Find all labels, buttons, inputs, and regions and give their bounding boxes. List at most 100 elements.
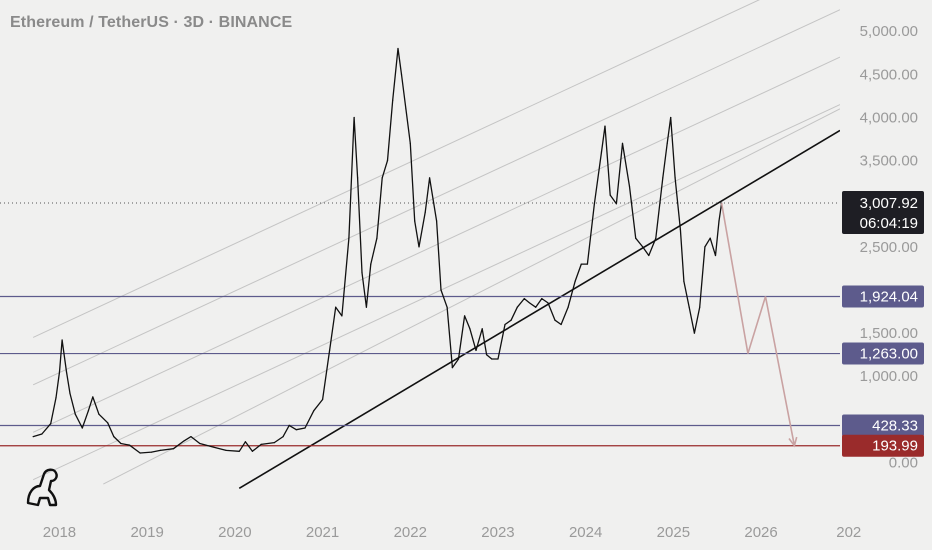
price-point bbox=[357, 177, 359, 179]
price-point bbox=[288, 424, 290, 426]
price-point bbox=[481, 328, 483, 330]
price-point bbox=[190, 436, 192, 438]
y-tick-label: 2,500.00 bbox=[860, 239, 918, 256]
price-point bbox=[282, 436, 284, 438]
level-badge-2 bbox=[842, 414, 924, 437]
price-point bbox=[159, 449, 161, 452]
price-point bbox=[615, 203, 617, 205]
price-point bbox=[580, 263, 582, 265]
price-point bbox=[212, 446, 214, 448]
price-point bbox=[541, 298, 543, 300]
price-point bbox=[674, 177, 676, 179]
price-point bbox=[547, 302, 549, 304]
price-point bbox=[98, 413, 100, 415]
price-point bbox=[523, 298, 525, 300]
price-point bbox=[41, 433, 43, 435]
price-point bbox=[129, 444, 131, 446]
price-point bbox=[635, 237, 637, 239]
level-label-0: 1,924.04 bbox=[860, 289, 918, 306]
level-badge-0 bbox=[842, 285, 924, 308]
price-point bbox=[81, 427, 83, 429]
price-point bbox=[440, 289, 442, 291]
x-tick-label: 2024 bbox=[569, 524, 602, 541]
y-tick-label: 5,000.00 bbox=[860, 23, 918, 40]
main-trendline bbox=[238, 129, 840, 490]
chart-title: Ethereum / TetherUS · 3D · BINANCE bbox=[10, 14, 293, 31]
x-tick-label: 2023 bbox=[481, 524, 514, 541]
price-point bbox=[709, 237, 711, 239]
price-point bbox=[600, 151, 603, 153]
level-label-1: 1,263.00 bbox=[860, 346, 918, 363]
price-point bbox=[642, 246, 644, 248]
price-point bbox=[469, 328, 471, 330]
projection-path[interactable] bbox=[720, 202, 796, 446]
price-point bbox=[574, 280, 576, 282]
price-point bbox=[74, 413, 76, 415]
price-point bbox=[604, 125, 606, 127]
price-point bbox=[670, 116, 672, 119]
price-point bbox=[464, 315, 466, 317]
x-tick-label: 2022 bbox=[394, 524, 427, 541]
price-point bbox=[400, 73, 403, 75]
price-point bbox=[451, 367, 453, 369]
price-point bbox=[475, 349, 477, 351]
price-point bbox=[699, 306, 701, 308]
y-tick-label: 1,500.00 bbox=[860, 325, 918, 342]
price-point bbox=[528, 302, 531, 304]
price-point bbox=[424, 211, 426, 213]
price-point bbox=[273, 442, 275, 444]
y-tick-label: 4,500.00 bbox=[860, 66, 918, 83]
x-tick-label: 2018 bbox=[43, 524, 76, 541]
price-point bbox=[485, 354, 488, 356]
price-point bbox=[621, 142, 624, 144]
price-point bbox=[418, 246, 420, 248]
price-point bbox=[497, 358, 499, 360]
price-point bbox=[69, 392, 71, 395]
price-point bbox=[504, 323, 506, 326]
price-point bbox=[55, 397, 57, 399]
price-point bbox=[65, 371, 68, 373]
price-point bbox=[560, 323, 562, 326]
price-point bbox=[510, 319, 512, 321]
price-point bbox=[567, 306, 569, 308]
price-point bbox=[609, 194, 611, 196]
level-badge-1 bbox=[842, 342, 924, 365]
price-point bbox=[361, 272, 363, 274]
logo-icon bbox=[26, 468, 58, 507]
price-point bbox=[61, 339, 63, 341]
price-point bbox=[244, 441, 246, 443]
price-point bbox=[353, 116, 355, 119]
x-tick-label: 2019 bbox=[130, 524, 163, 541]
x-tick-label: 202 bbox=[836, 524, 861, 541]
price-point bbox=[435, 220, 438, 222]
channel-line-2 bbox=[32, 56, 840, 433]
countdown-label: 06:04:19 bbox=[860, 215, 918, 232]
price-point bbox=[50, 423, 52, 425]
price-point bbox=[392, 99, 394, 101]
price-point bbox=[679, 229, 681, 231]
x-tick-label: 2020 bbox=[218, 524, 251, 541]
channel-line-0 bbox=[32, 0, 761, 338]
level-label-2: 428.33 bbox=[872, 418, 918, 435]
price-point bbox=[409, 142, 411, 144]
price-point bbox=[446, 306, 448, 308]
price-point bbox=[348, 237, 350, 239]
y-tick-label: 0.00 bbox=[889, 454, 918, 471]
price-point bbox=[58, 371, 61, 373]
price-point bbox=[714, 254, 717, 257]
price-point bbox=[295, 429, 297, 431]
price-point bbox=[457, 358, 460, 360]
price-point bbox=[238, 450, 240, 452]
price-point bbox=[666, 142, 668, 144]
price-point bbox=[199, 442, 201, 445]
price-point bbox=[704, 246, 706, 248]
y-tick-label: 4,000.00 bbox=[860, 109, 918, 126]
price-point bbox=[113, 436, 115, 438]
price-point bbox=[225, 449, 227, 452]
price-point bbox=[341, 315, 343, 317]
price-point bbox=[662, 177, 664, 179]
price-point bbox=[251, 450, 254, 452]
price-point bbox=[260, 443, 262, 445]
